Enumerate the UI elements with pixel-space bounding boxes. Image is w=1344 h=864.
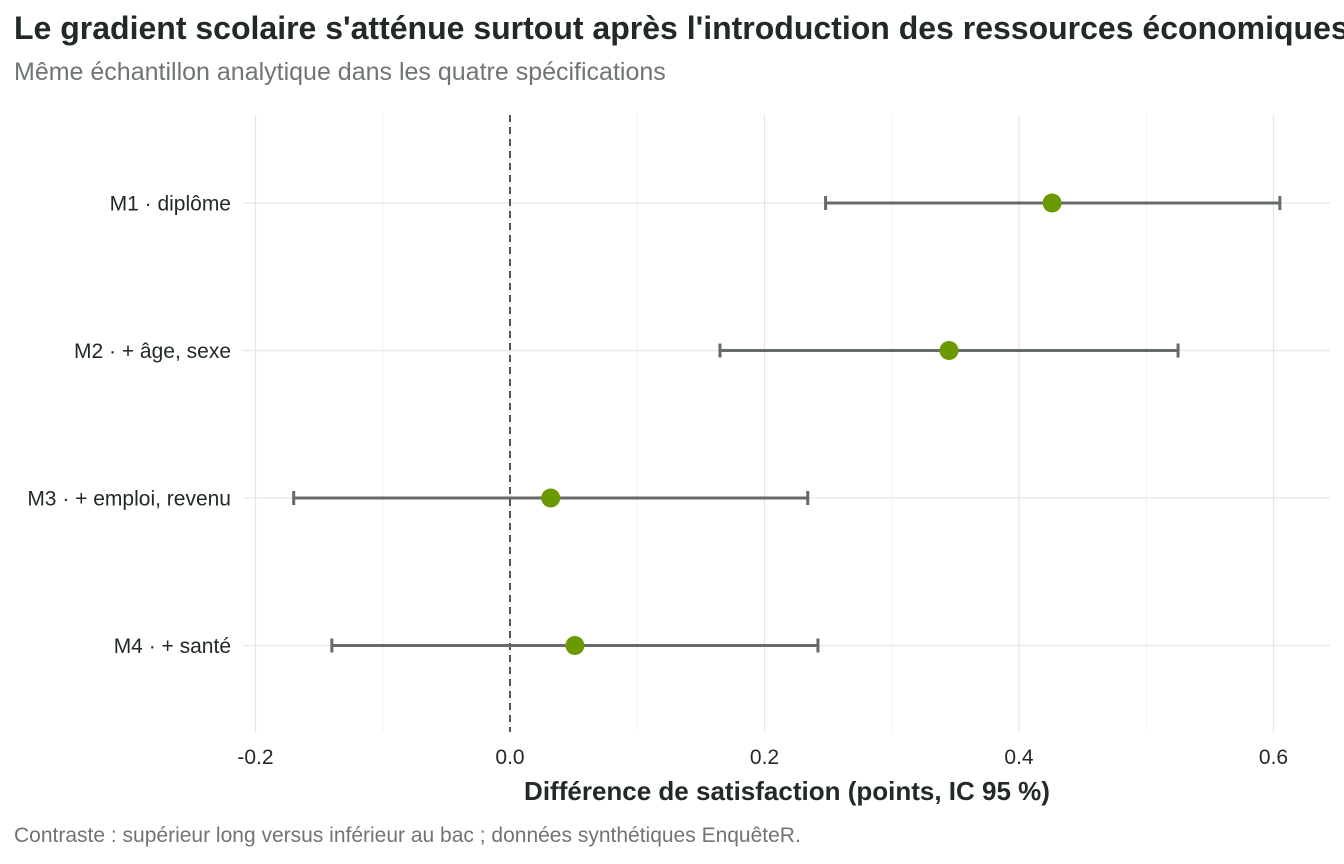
- error-bars: [292, 196, 1282, 653]
- estimate-point: [541, 488, 561, 508]
- y-tick-labels: M1 · diplôme M2 · + âge, sexe M3 · + emplo…: [27, 193, 231, 659]
- x-tick-label: 0.4: [1004, 746, 1034, 769]
- estimate-point: [565, 636, 585, 655]
- chart-title: Le gradient scolaire s'atténue surtout a…: [14, 10, 1344, 46]
- estimate-point: [1042, 193, 1062, 213]
- estimate-points: [541, 193, 1062, 655]
- y-tick-label: M1 · diplôme: [110, 193, 231, 216]
- y-tick-label: M3 · + emploi, revenu: [27, 488, 231, 511]
- x-tick-label: 0.2: [750, 746, 779, 769]
- estimate-point: [939, 341, 959, 360]
- x-tick-label: -0.2: [237, 746, 273, 769]
- y-tick-label: M2 · + âge, sexe: [74, 340, 231, 363]
- x-axis-title: Différence de satisfaction (points, IC 9…: [524, 776, 1050, 806]
- chart-subtitle: Même échantillon analytique dans les qua…: [14, 58, 666, 86]
- x-tick-label: 0.0: [495, 746, 524, 769]
- y-tick-label: M4 · + santé: [114, 635, 231, 658]
- x-tick-label: 0.6: [1259, 746, 1288, 769]
- grid: [243, 115, 1330, 732]
- chart-caption: Contraste : supérieur long versus inféri…: [14, 824, 801, 847]
- x-tick-labels: -0.2 0.0 0.2 0.4 0.6: [237, 746, 1288, 769]
